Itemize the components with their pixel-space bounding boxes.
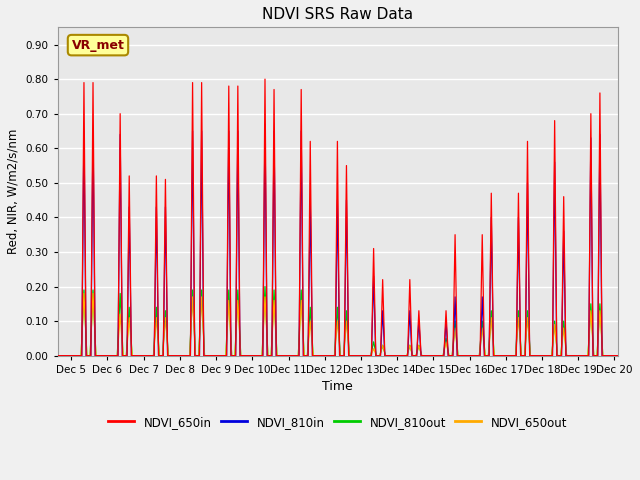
Text: VR_met: VR_met [72,38,124,52]
Legend: NDVI_650in, NDVI_810in, NDVI_810out, NDVI_650out: NDVI_650in, NDVI_810in, NDVI_810out, NDV… [104,411,572,433]
X-axis label: Time: Time [323,380,353,393]
Title: NDVI SRS Raw Data: NDVI SRS Raw Data [262,7,413,22]
Y-axis label: Red, NIR, W/m2/s/nm: Red, NIR, W/m2/s/nm [7,129,20,254]
